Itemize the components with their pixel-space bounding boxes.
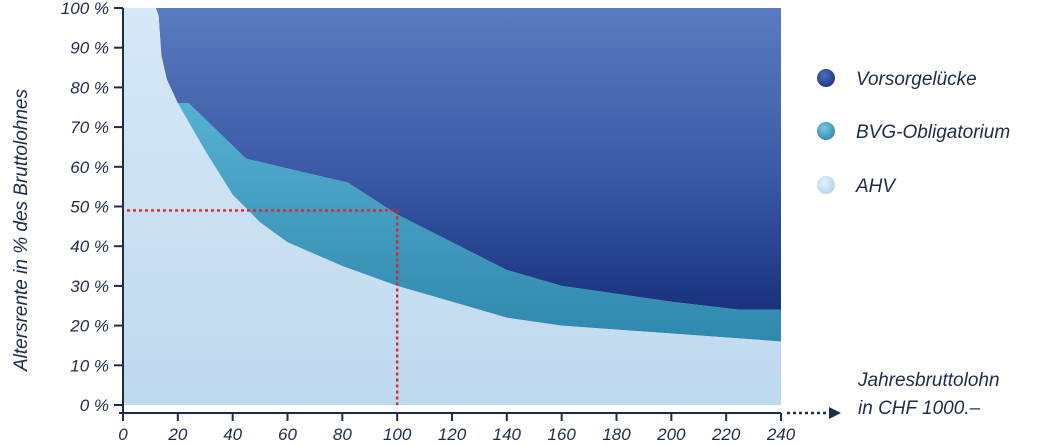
legend-item-ahv: AHV bbox=[817, 176, 897, 197]
x-tick-label: 220 bbox=[711, 425, 741, 444]
x-tick-label: 180 bbox=[602, 425, 631, 444]
y-tick-label: 20 % bbox=[69, 317, 109, 336]
x-tick-label: 240 bbox=[766, 425, 796, 444]
ahv-curve-fill bbox=[123, 8, 781, 405]
y-tick-label: 0 % bbox=[80, 396, 109, 415]
legend-label-vorsorgeluecke: Vorsorgelücke bbox=[856, 69, 977, 90]
y-tick-label: 30 % bbox=[70, 277, 109, 296]
x-tick-label: 20 bbox=[167, 425, 187, 444]
legend-marker-ahv bbox=[817, 176, 835, 194]
y-tick-label: 100 % bbox=[61, 0, 109, 18]
y-tick-label: 90 % bbox=[70, 39, 109, 58]
y-tick-label: 10 % bbox=[70, 356, 109, 375]
legend-label-ahv: AHV bbox=[855, 176, 897, 197]
x-tick-label: 120 bbox=[438, 425, 467, 444]
y-tick-label: 80 % bbox=[70, 78, 109, 97]
x-axis-caption-line1: Jahresbruttolohn bbox=[857, 370, 1000, 391]
y-tick-label: 60 % bbox=[70, 158, 109, 177]
legend-marker-bvg-obligatorium bbox=[817, 122, 835, 140]
bvg-obligatorium-area bbox=[177, 103, 782, 342]
y-tick-label: 70 % bbox=[70, 118, 109, 137]
vorsorgeluecke-area bbox=[123, 8, 781, 310]
x-tick-label: 160 bbox=[547, 425, 576, 444]
x-tick-label: 140 bbox=[493, 425, 522, 444]
x-tick-label: 200 bbox=[656, 425, 686, 444]
x-tick-label: 0 bbox=[118, 425, 128, 444]
x-tick-label: 100 bbox=[383, 425, 412, 444]
legend-label-bvg-obligatorium: BVG-Obligatorium bbox=[856, 122, 1010, 143]
x-tick-label: 40 bbox=[223, 425, 242, 444]
legend: Vorsorgelücke BVG-Obligatorium AHV bbox=[817, 69, 1010, 197]
x-axis-arrow bbox=[787, 407, 841, 419]
legend-marker-vorsorgeluecke bbox=[817, 69, 835, 87]
y-tick-label: 40 % bbox=[70, 237, 109, 256]
y-axis-title: Altersrente in % des Bruttolohnes bbox=[11, 89, 32, 372]
legend-item-vorsorgeluecke: Vorsorgelücke bbox=[817, 69, 977, 90]
x-tick-label: 80 bbox=[333, 425, 352, 444]
x-tick-label: 60 bbox=[278, 425, 297, 444]
y-tick-label: 50 % bbox=[70, 198, 109, 217]
legend-item-bvg-obligatorium: BVG-Obligatorium bbox=[817, 122, 1010, 143]
x-axis-caption-line2: in CHF 1000.– bbox=[858, 398, 981, 419]
